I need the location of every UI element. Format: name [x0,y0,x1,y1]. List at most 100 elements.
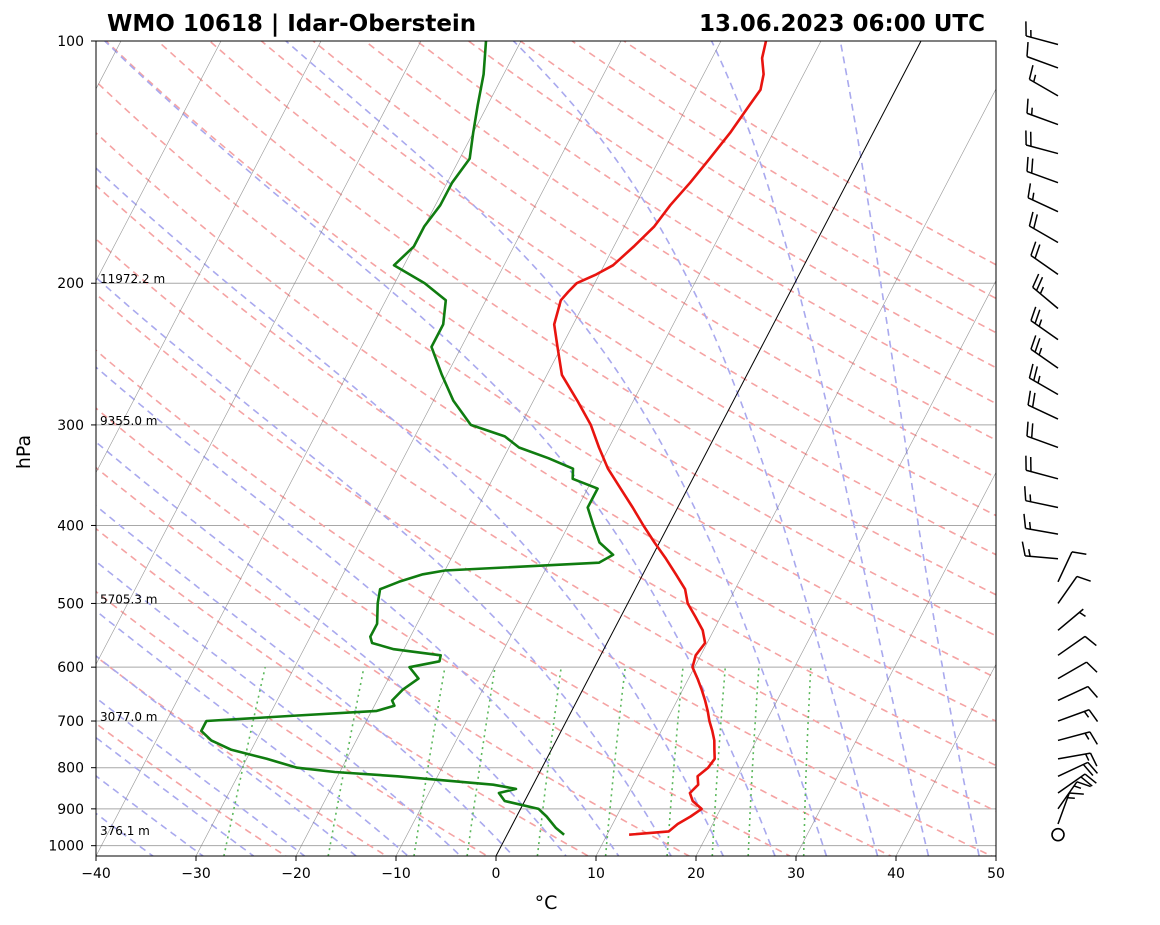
moist-adiabat-line [285,41,828,856]
wind-barb [1057,731,1099,745]
wind-barb-flag [1030,423,1034,438]
dewpoint-profile-line [200,41,615,836]
temperature-profile-line [552,41,768,836]
x-tick-label: 0 [492,866,501,882]
mixing-ratio-line [223,667,266,856]
wind-barb-flag [1089,731,1099,745]
wind-barb-flag [1069,792,1084,795]
y-tick-label: 600 [57,660,84,676]
wind-barb [1057,608,1086,631]
dry-adiabats [96,41,996,856]
isotherm-line [595,88,996,856]
y-tick-label: 500 [57,596,84,612]
y-tick-label: 200 [57,276,84,292]
wind-barb [1026,421,1059,449]
wind-barb-half-flag [1029,494,1032,502]
wind-barb [1023,513,1059,535]
wind-barb-flag [1087,761,1099,774]
moist-adiabat-line [839,41,980,856]
isotherm-line [395,41,822,856]
x-tick-label: 40 [887,866,905,882]
wind-barb-flag [1087,686,1099,699]
dry-adiabat-line [96,466,691,856]
wind-barb-half-flag [1039,286,1045,295]
wind-barb [1057,761,1099,777]
wind-barb-flag [1026,421,1029,437]
zero-isotherm-line [495,41,922,856]
isotherm-line [96,41,522,856]
isotherm-line [995,855,996,856]
dry-adiabat-line [96,184,996,767]
moist-adiabat-line [96,167,725,856]
wind-barb-staff [1032,286,1059,310]
wind-barb-half-flag [1028,521,1032,530]
wind-barb-staff [1027,197,1059,213]
wind-barb-staff [1057,635,1086,656]
wind-barb-flag [1021,541,1026,557]
isotherm-line [195,41,622,856]
dry-adiabat-line [96,407,792,856]
wind-barb-flag [1030,335,1037,350]
wind-barb [1057,773,1097,794]
wind-barb-flag [1084,773,1097,784]
isotherm-line [795,471,996,856]
wind-barb-flag [1023,486,1027,501]
wind-barb [1030,241,1059,275]
wind-barb-calm [1051,827,1065,842]
y-tick-label: 700 [57,714,84,730]
wind-barb-half-flag [1030,107,1033,116]
x-tick-label: 20 [687,866,705,882]
wind-barb-flag [1034,309,1041,324]
wind-barb-flag [1034,338,1041,353]
wind-barb [1025,21,1059,46]
wind-barb [1057,792,1084,825]
wind-barb [1025,130,1059,155]
wind-barb-half-flag [1038,319,1043,327]
dry-adiabat-line [260,41,996,517]
wind-barb-staff [1026,55,1059,69]
dry-adiabat-line [96,80,996,679]
wind-barb-flag [1032,273,1040,288]
wind-barb-staff [1057,608,1084,631]
wind-barb-flag [1076,781,1091,788]
moist-adiabat-line [96,812,155,856]
x-tick-label: −20 [281,866,311,882]
wind-barb-flag [1088,709,1099,722]
y-axis-ticks: 100 200 300 400 500 600 700 800 900 1000 [48,34,96,855]
wind-barb-flag [1023,513,1027,529]
wind-barb-staff [1027,404,1059,420]
wind-barb-flag [1033,366,1039,381]
wind-barb-staff [1057,685,1089,702]
dry-adiabat-line [96,131,996,722]
wind-barb-staff [1030,254,1059,275]
moist-adiabat-line [96,775,205,856]
wind-barb [1026,98,1059,126]
chart-title-left: WMO 10618 | Idar-Oberstein [107,11,476,37]
wind-barb [1026,42,1059,69]
wind-barb-half-flag [1083,711,1090,718]
height-label: 376.1 m [100,824,150,838]
moist-adiabats [96,41,980,856]
moist-adiabat-line [96,276,673,856]
wind-barb-staff [1030,320,1059,341]
isotherm-line [695,280,996,856]
mixing-ratio-lines [223,667,812,856]
wind-barbs [1021,21,1099,842]
wind-barb-flag [1084,635,1097,647]
wind-barb [1027,183,1059,213]
dry-adiabat-line [96,655,389,856]
moist-adiabat-line [96,366,620,856]
mixing-ratio-line [413,667,446,856]
mixing-ratio-line [711,667,727,856]
wind-barb-flag [1030,306,1037,321]
wind-barb-staff [1057,752,1091,760]
wind-barb-staff [1025,144,1059,155]
wind-barb-staff [1029,225,1059,244]
x-tick-label: −30 [181,866,211,882]
y-tick-label: 1000 [48,839,84,855]
dry-adiabat-line [416,41,996,405]
y-tick-label: 100 [57,34,84,50]
wind-barb [1057,781,1091,810]
moist-adiabat-line [96,504,515,856]
wind-barb-flag [1030,241,1037,256]
